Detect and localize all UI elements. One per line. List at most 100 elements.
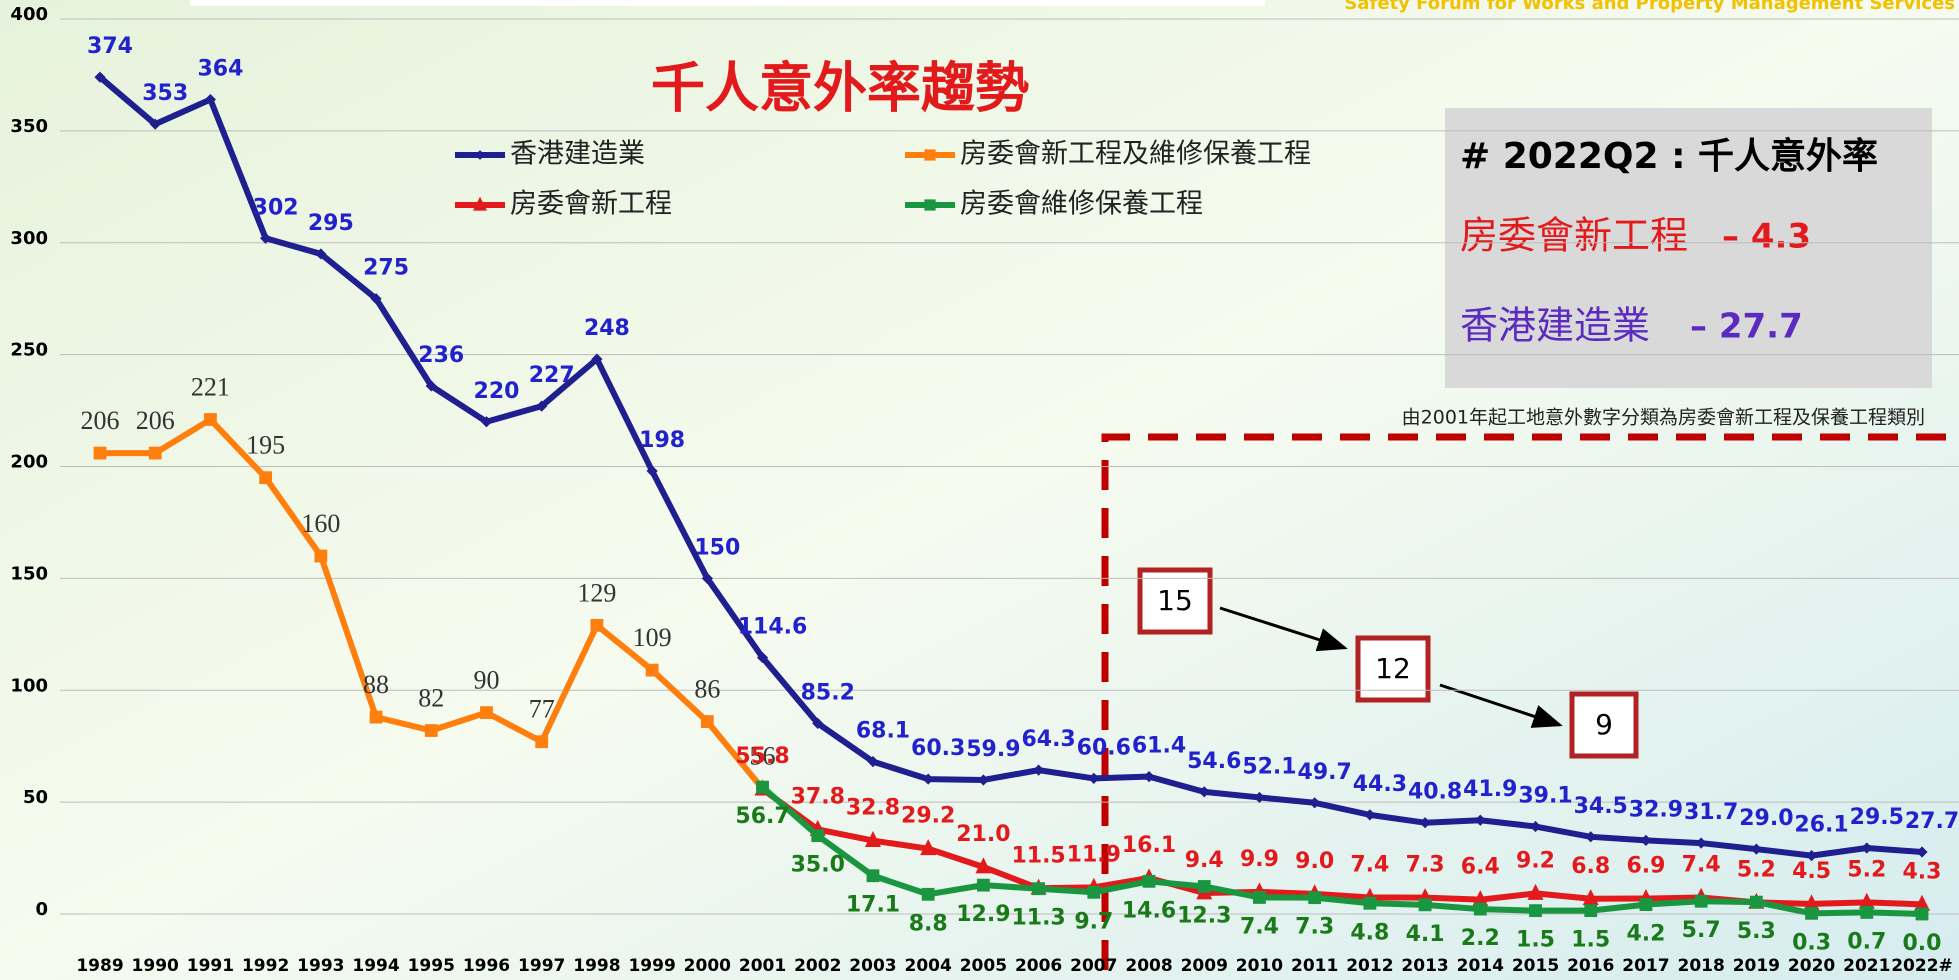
x-tick-label: 2005 <box>960 956 1007 976</box>
chart-title: 千人意外率趨勢 <box>651 57 1029 120</box>
data-label: 9.2 <box>1516 848 1555 873</box>
data-label: 353 <box>142 81 188 106</box>
x-tick-label: 2009 <box>1181 956 1228 976</box>
marker <box>1419 898 1432 911</box>
x-tick-label: 1992 <box>242 956 289 976</box>
data-label: 206 <box>81 406 120 435</box>
marker <box>977 879 990 892</box>
data-label: 198 <box>639 428 685 453</box>
legend-label: 房委會新工程 <box>510 189 672 220</box>
x-tick-label: 2021 <box>1843 956 1890 976</box>
data-label: 34.5 <box>1574 794 1628 819</box>
header: Safety Forum for Works and Property Mana… <box>1344 0 1955 14</box>
info-line1-value: – 4.3 <box>1722 217 1811 257</box>
legend-marker <box>924 199 935 210</box>
legend-label: 房委會維修保養工程 <box>960 189 1203 220</box>
data-label: 6.4 <box>1461 855 1500 880</box>
data-label: 374 <box>87 34 133 59</box>
data-label: 0.3 <box>1792 930 1831 955</box>
x-tick-label: 2017 <box>1622 956 1669 976</box>
data-label: 9.9 <box>1240 847 1279 872</box>
info-line2-value: – 27.7 <box>1690 307 1803 347</box>
data-label: 6.8 <box>1571 854 1610 879</box>
data-label: 32.8 <box>846 796 900 821</box>
data-label: 60.3 <box>911 736 965 761</box>
marker <box>1916 908 1929 921</box>
data-label: 364 <box>197 57 243 82</box>
data-label: 90 <box>473 666 499 695</box>
data-label: 60.6 <box>1077 735 1131 760</box>
data-label: 54.6 <box>1187 749 1241 774</box>
x-tick-label: 1994 <box>352 956 399 976</box>
data-label: 37.8 <box>791 784 845 809</box>
callout: 9 <box>1595 708 1613 741</box>
data-label: 206 <box>136 406 175 435</box>
data-label: 68.1 <box>856 719 910 744</box>
x-tick-label: 2016 <box>1567 956 1614 976</box>
data-label: 31.7 <box>1684 800 1738 825</box>
marker <box>314 550 327 563</box>
marker <box>1805 907 1818 920</box>
data-label: 0.0 <box>1903 931 1942 956</box>
data-label: 49.7 <box>1298 760 1352 785</box>
data-label: 227 <box>529 363 575 388</box>
marker <box>1474 903 1487 916</box>
note: 由2001年起工地意外數字分類為房委會新工程及保養工程類別 <box>1402 407 1925 429</box>
marker <box>1032 882 1045 895</box>
marker <box>1584 904 1597 917</box>
x-tick-label: 2022# <box>1891 956 1953 976</box>
data-label: 39.1 <box>1518 784 1572 809</box>
y-tick-label: 150 <box>10 563 48 584</box>
data-label: 5.2 <box>1737 857 1776 882</box>
marker <box>1695 895 1708 908</box>
x-tick-label: 2018 <box>1677 956 1724 976</box>
x-tick-label: 2003 <box>849 956 896 976</box>
x-tick-label: 2015 <box>1512 956 1559 976</box>
marker <box>811 829 824 842</box>
data-label: 275 <box>363 256 409 281</box>
marker <box>1750 896 1763 909</box>
data-label: 7.4 <box>1682 852 1721 877</box>
data-label: 220 <box>474 379 520 404</box>
x-tick-label: 2007 <box>1070 956 1117 976</box>
data-label: 6.9 <box>1626 854 1665 879</box>
data-label: 26.1 <box>1794 813 1848 838</box>
x-tick-label: 2002 <box>794 956 841 976</box>
data-label: 21.0 <box>956 822 1010 847</box>
data-label: 129 <box>577 578 616 607</box>
data-label: 11.3 <box>1011 906 1065 931</box>
data-label: 150 <box>694 535 740 560</box>
data-label: 29.5 <box>1850 805 1904 830</box>
x-tick-label: 1998 <box>573 956 620 976</box>
marker <box>591 619 604 632</box>
data-label: 114.6 <box>738 615 808 640</box>
x-tick-label: 2011 <box>1291 956 1338 976</box>
x-tick-label: 2001 <box>739 956 786 976</box>
data-label: 55.8 <box>735 744 789 769</box>
x-tick-label: 2019 <box>1733 956 1780 976</box>
data-label: 109 <box>633 623 672 652</box>
data-label: 29.0 <box>1739 806 1793 831</box>
marker <box>1198 880 1211 893</box>
data-label: 221 <box>191 372 230 401</box>
data-label: 2.2 <box>1461 926 1500 951</box>
x-tick-label: 2013 <box>1401 956 1448 976</box>
data-label: 61.4 <box>1132 734 1186 759</box>
data-label: 4.5 <box>1792 859 1831 884</box>
marker <box>149 447 162 460</box>
marker <box>204 413 217 426</box>
marker <box>922 888 935 901</box>
marker <box>1253 891 1266 904</box>
x-tick-label: 2000 <box>684 956 731 976</box>
data-label: 195 <box>246 431 285 460</box>
callout: 15 <box>1157 584 1193 617</box>
data-label: 302 <box>253 195 299 220</box>
y-tick-label: 100 <box>10 675 48 696</box>
marker <box>535 735 548 748</box>
data-label: 4.8 <box>1350 920 1389 945</box>
marker <box>1143 875 1156 888</box>
callout: 12 <box>1375 652 1411 685</box>
marker <box>480 706 493 719</box>
y-tick-label: 50 <box>23 787 48 808</box>
x-tick-label: 2012 <box>1346 956 1393 976</box>
